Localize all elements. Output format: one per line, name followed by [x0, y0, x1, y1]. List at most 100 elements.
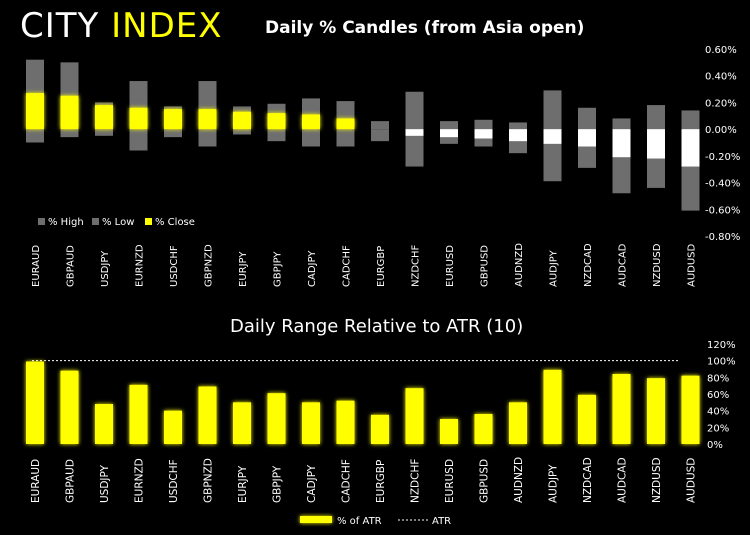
x-tick-label: EURJPY — [238, 251, 249, 287]
x-tick-label: EURNZD — [134, 458, 146, 503]
x-tick-label: GBPAUD — [66, 245, 77, 287]
x-tick-label: GBPJPY — [273, 251, 284, 287]
close-bar — [164, 109, 182, 130]
x-tick-label: NZDCHF — [410, 459, 422, 503]
high-bar — [474, 119, 493, 130]
x-tick-label: USDCHF — [168, 459, 180, 503]
close-bar — [302, 114, 320, 130]
close-bar — [474, 129, 493, 139]
atr-bar — [233, 402, 251, 444]
legend-low-swatch — [92, 218, 99, 225]
low-bar — [129, 129, 148, 151]
x-tick-label: AUDNZD — [514, 243, 525, 287]
atr-bar — [681, 375, 700, 444]
atr-bar — [371, 414, 389, 444]
legend-atr-label: ATR — [432, 516, 451, 527]
close-bar — [578, 129, 596, 147]
atr-bar — [336, 400, 355, 444]
high-bar — [578, 107, 596, 130]
close-bar — [267, 113, 286, 130]
x-tick-label: AUDJPY — [548, 464, 560, 503]
x-tick-label: EURGBP — [375, 460, 387, 503]
low-bar — [60, 129, 79, 138]
atr-bar — [405, 388, 424, 444]
candles-chart-title: Daily % Candles (from Asia open) — [265, 18, 585, 38]
atr-bar — [267, 393, 286, 444]
atr-bar — [198, 386, 217, 444]
atr-bar — [95, 404, 113, 444]
x-tick-label: AUDCAD — [618, 243, 629, 287]
close-bar — [405, 129, 424, 136]
y-tick-label: 0.00% — [705, 125, 737, 136]
close-bar — [647, 129, 665, 159]
x-tick-label: NZDCAD — [582, 457, 594, 503]
atr-bar — [509, 402, 527, 444]
y-tick-label: -0.80% — [705, 232, 740, 243]
low-bar — [336, 129, 355, 147]
high-bar — [440, 121, 458, 130]
legend-high-label: % High — [48, 217, 84, 228]
low-bar — [302, 129, 320, 147]
x-tick-label: EURUSD — [445, 245, 456, 287]
x-tick-label: EURUSD — [444, 459, 456, 503]
y-tick-label: -0.40% — [705, 179, 740, 190]
low-bar — [198, 129, 217, 147]
x-tick-label: GBPNZD — [203, 458, 215, 503]
logo-part1: CITY — [20, 6, 100, 46]
y-tick-label: 120% — [707, 340, 736, 351]
x-tick-label: AUDUSD — [686, 458, 698, 503]
x-tick-label: USDCHF — [169, 245, 180, 287]
x-tick-label: CADCHF — [341, 459, 353, 503]
low-bar — [233, 129, 251, 135]
x-tick-label: AUDJPY — [549, 249, 560, 287]
atr-bar — [302, 402, 320, 444]
x-tick-label: CADCHF — [342, 245, 353, 287]
y-tick-label: 20% — [707, 423, 729, 434]
close-bar — [543, 129, 562, 144]
x-tick-label: EURAUD — [30, 459, 42, 503]
atr-chart-title: Daily Range Relative to ATR (10) — [230, 316, 524, 337]
x-tick-label: GBPAUD — [65, 459, 77, 503]
y-tick-label: 0.60% — [705, 45, 737, 56]
close-bar — [26, 93, 44, 130]
x-tick-label: GBPNZD — [204, 244, 215, 287]
x-tick-label: NZDUSD — [651, 457, 663, 503]
high-bar — [371, 121, 389, 130]
high-bar — [647, 105, 665, 130]
x-tick-label: AUDNZD — [513, 457, 525, 503]
atr-bar — [26, 361, 44, 444]
x-tick-label: GBPJPY — [272, 465, 284, 503]
atr-bar — [612, 374, 631, 444]
logo-part2: INDEX — [111, 6, 223, 46]
x-tick-label: NZDCHF — [411, 244, 422, 287]
high-bar — [405, 91, 424, 130]
y-tick-label: 0.40% — [705, 72, 737, 83]
x-tick-label: NZDUSD — [652, 243, 663, 287]
x-tick-label: AUDUSD — [687, 243, 698, 287]
low-bar — [95, 129, 113, 136]
x-tick-label: USDJPY — [99, 464, 111, 503]
legend-pct-atr-label: % of ATR — [337, 516, 382, 527]
close-bar — [440, 129, 458, 138]
atr-bar — [440, 419, 458, 444]
close-bar — [336, 118, 355, 130]
y-tick-label: 80% — [707, 373, 729, 384]
close-bar — [612, 129, 631, 158]
city-index-logo: CITY INDEX — [20, 6, 223, 46]
close-bar — [233, 111, 251, 130]
x-tick-label: USDJPY — [100, 250, 111, 287]
y-tick-label: 0% — [707, 440, 723, 451]
legend-high-swatch — [38, 218, 45, 225]
x-tick-label: EURAUD — [31, 245, 42, 287]
x-tick-label: EURNZD — [135, 244, 146, 287]
atr-bar — [474, 414, 493, 444]
close-bar — [95, 105, 113, 130]
high-bar — [509, 122, 527, 130]
y-tick-label: 100% — [707, 357, 736, 368]
legend-pct-atr-swatch — [300, 516, 332, 523]
close-bar — [198, 109, 217, 130]
close-bar — [509, 129, 527, 142]
x-tick-label: EURGBP — [376, 246, 387, 287]
close-bar — [681, 129, 700, 167]
